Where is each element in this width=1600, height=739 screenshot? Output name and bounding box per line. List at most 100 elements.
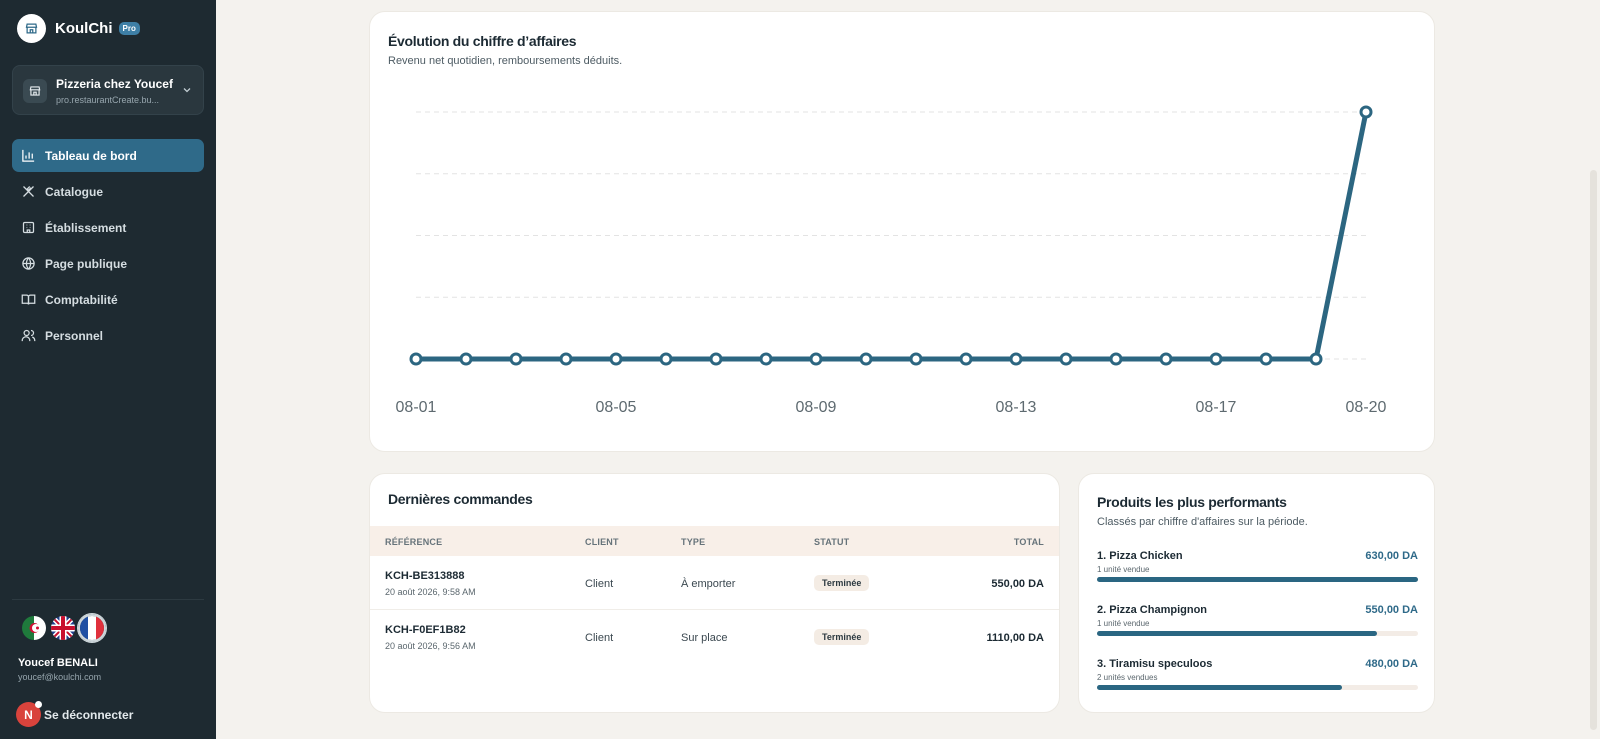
product-revenue: 480,00 DA bbox=[1365, 658, 1418, 670]
order-total: 1110,00 DA bbox=[986, 632, 1045, 644]
flag-uk-icon[interactable] bbox=[49, 614, 77, 642]
chart-data-point bbox=[1259, 352, 1273, 366]
chart-data-point bbox=[1309, 352, 1323, 366]
product-name: 2. Pizza Champignon bbox=[1097, 604, 1208, 616]
chart-data-point bbox=[1209, 352, 1223, 366]
app-name: KoulChi bbox=[55, 20, 113, 37]
column-header-reference: RÉFÉRENCE bbox=[385, 537, 443, 547]
product-progress-track bbox=[1097, 685, 1418, 690]
chart-data-point bbox=[459, 352, 473, 366]
top-products-subtitle: Classés par chiffre d'affaires sur la pé… bbox=[1097, 516, 1308, 528]
x-tick-label: 08-17 bbox=[1196, 399, 1237, 416]
chart-data-point bbox=[659, 352, 673, 366]
sidebar-nav: Tableau de bord Catalogue Établissement … bbox=[12, 139, 204, 355]
avatar-initial: N bbox=[24, 707, 33, 722]
flag-france-icon[interactable] bbox=[78, 614, 106, 642]
sidebar-item-label: Établissement bbox=[45, 220, 127, 235]
chart-data-point bbox=[909, 352, 923, 366]
plan-badge: Pro bbox=[118, 22, 140, 35]
revenue-chart-card: Évolution du chiffre d’affaires Revenu n… bbox=[369, 11, 1435, 452]
table-row[interactable]: KCH-F0EF1B82 20 août 2026, 9:56 AM Clien… bbox=[370, 610, 1059, 664]
order-client: Client bbox=[585, 578, 614, 590]
order-client: Client bbox=[585, 632, 614, 644]
status-badge: Terminée bbox=[814, 629, 870, 645]
building-icon bbox=[22, 221, 35, 234]
sidebar-item-label: Personnel bbox=[45, 328, 104, 343]
product-name: 3. Tiramisu speculoos bbox=[1097, 658, 1213, 670]
store-logo-icon bbox=[17, 14, 46, 43]
product-revenue: 630,00 DA bbox=[1365, 550, 1418, 562]
sidebar-item-staff[interactable]: Personnel bbox=[12, 319, 204, 352]
language-switcher bbox=[20, 614, 107, 642]
order-date: 20 août 2026, 9:56 AM bbox=[385, 641, 476, 651]
revenue-line-chart: 08-01 08-05 08-09 08-13 08-17 08-20 bbox=[396, 105, 1387, 416]
utensils-icon bbox=[23, 186, 34, 197]
order-type: Sur place bbox=[681, 632, 728, 644]
sidebar-item-public-page[interactable]: Page publique bbox=[12, 247, 204, 280]
notification-dot bbox=[35, 701, 42, 708]
scrollbar-thumb[interactable] bbox=[1590, 170, 1597, 730]
product-progress-track bbox=[1097, 577, 1418, 582]
x-tick-label: 08-09 bbox=[796, 399, 837, 416]
recent-orders-card: Dernières commandes RÉFÉRENCE CLIENT TYP… bbox=[369, 473, 1060, 713]
revenue-chart-subtitle: Revenu net quotidien, remboursements déd… bbox=[388, 55, 623, 67]
product-progress-track bbox=[1097, 631, 1418, 636]
store-switcher[interactable]: Pizzeria chez Youcef pro.restaurantCreat… bbox=[12, 65, 204, 115]
chart-data-point bbox=[859, 352, 873, 366]
user-email: youcef@koulchi.com bbox=[18, 672, 102, 682]
status-badge: Terminée bbox=[814, 575, 870, 591]
logout-button[interactable]: N Se déconnecter bbox=[16, 701, 134, 727]
sidebar-item-label: Tableau de bord bbox=[45, 148, 137, 163]
table-header: RÉFÉRENCE CLIENT TYPE STATUT TOTAL bbox=[370, 526, 1059, 556]
store-name: Pizzeria chez Youcef bbox=[56, 77, 173, 91]
chart-data-point bbox=[959, 352, 973, 366]
chart-data-point bbox=[409, 352, 423, 366]
column-header-client: CLIENT bbox=[585, 537, 619, 547]
store-subtitle: pro.restaurantCreate.bu... bbox=[56, 95, 160, 105]
order-total: 550,00 DA bbox=[991, 578, 1044, 590]
x-tick-label: 08-01 bbox=[396, 399, 437, 416]
brand[interactable]: KoulChi Pro bbox=[17, 14, 140, 43]
divider bbox=[12, 599, 204, 600]
book-icon bbox=[21, 294, 36, 305]
product-progress-bar bbox=[1097, 685, 1342, 690]
column-header-total: TOTAL bbox=[1013, 537, 1044, 547]
x-tick-label: 08-05 bbox=[596, 399, 637, 416]
chart-data-point bbox=[1059, 352, 1073, 366]
user-name: Youcef BENALI bbox=[18, 657, 98, 669]
avatar: N bbox=[16, 701, 42, 727]
product-progress-bar bbox=[1097, 577, 1418, 582]
product-units: 1 unité vendue bbox=[1097, 565, 1150, 574]
logout-label: Se déconnecter bbox=[44, 707, 134, 722]
sidebar-item-accounting[interactable]: Comptabilité bbox=[12, 283, 204, 316]
chart-data-point bbox=[1109, 352, 1123, 366]
sidebar-item-label: Comptabilité bbox=[45, 292, 118, 307]
chart-series-line bbox=[413, 109, 1369, 362]
order-date: 20 août 2026, 9:58 AM bbox=[385, 587, 476, 597]
chart-data-point bbox=[509, 352, 523, 366]
top-products-title: Produits les plus performants bbox=[1097, 494, 1287, 510]
chart-data-point bbox=[1359, 105, 1373, 119]
column-header-type: TYPE bbox=[681, 537, 706, 547]
sidebar-item-catalogue[interactable]: Catalogue bbox=[12, 175, 204, 208]
top-products-card: Produits les plus performants Classés pa… bbox=[1078, 473, 1435, 713]
chart-data-point bbox=[559, 352, 573, 366]
chart-data-point bbox=[759, 352, 773, 366]
chart-data-point bbox=[809, 352, 823, 366]
chart-data-point bbox=[709, 352, 723, 366]
sidebar-item-dashboard[interactable]: Tableau de bord bbox=[12, 139, 204, 172]
product-units: 2 unités vendues bbox=[1097, 673, 1158, 682]
table-row[interactable]: KCH-BE313888 20 août 2026, 9:58 AM Clien… bbox=[370, 556, 1059, 610]
page-scrollbar[interactable] bbox=[1586, 0, 1600, 739]
revenue-chart-title: Évolution du chiffre d’affaires bbox=[388, 33, 577, 49]
store-icon bbox=[23, 79, 47, 103]
sidebar-item-label: Catalogue bbox=[45, 184, 104, 199]
x-tick-label: 08-13 bbox=[996, 399, 1037, 416]
product-units: 1 unité vendue bbox=[1097, 619, 1150, 628]
chart-data-point bbox=[609, 352, 623, 366]
flag-algeria-icon[interactable] bbox=[20, 614, 48, 642]
order-reference: KCH-BE313888 bbox=[385, 570, 465, 582]
chevron-down-icon bbox=[183, 88, 191, 93]
chart-data-point bbox=[1009, 352, 1023, 366]
sidebar-item-establishment[interactable]: Établissement bbox=[12, 211, 204, 244]
